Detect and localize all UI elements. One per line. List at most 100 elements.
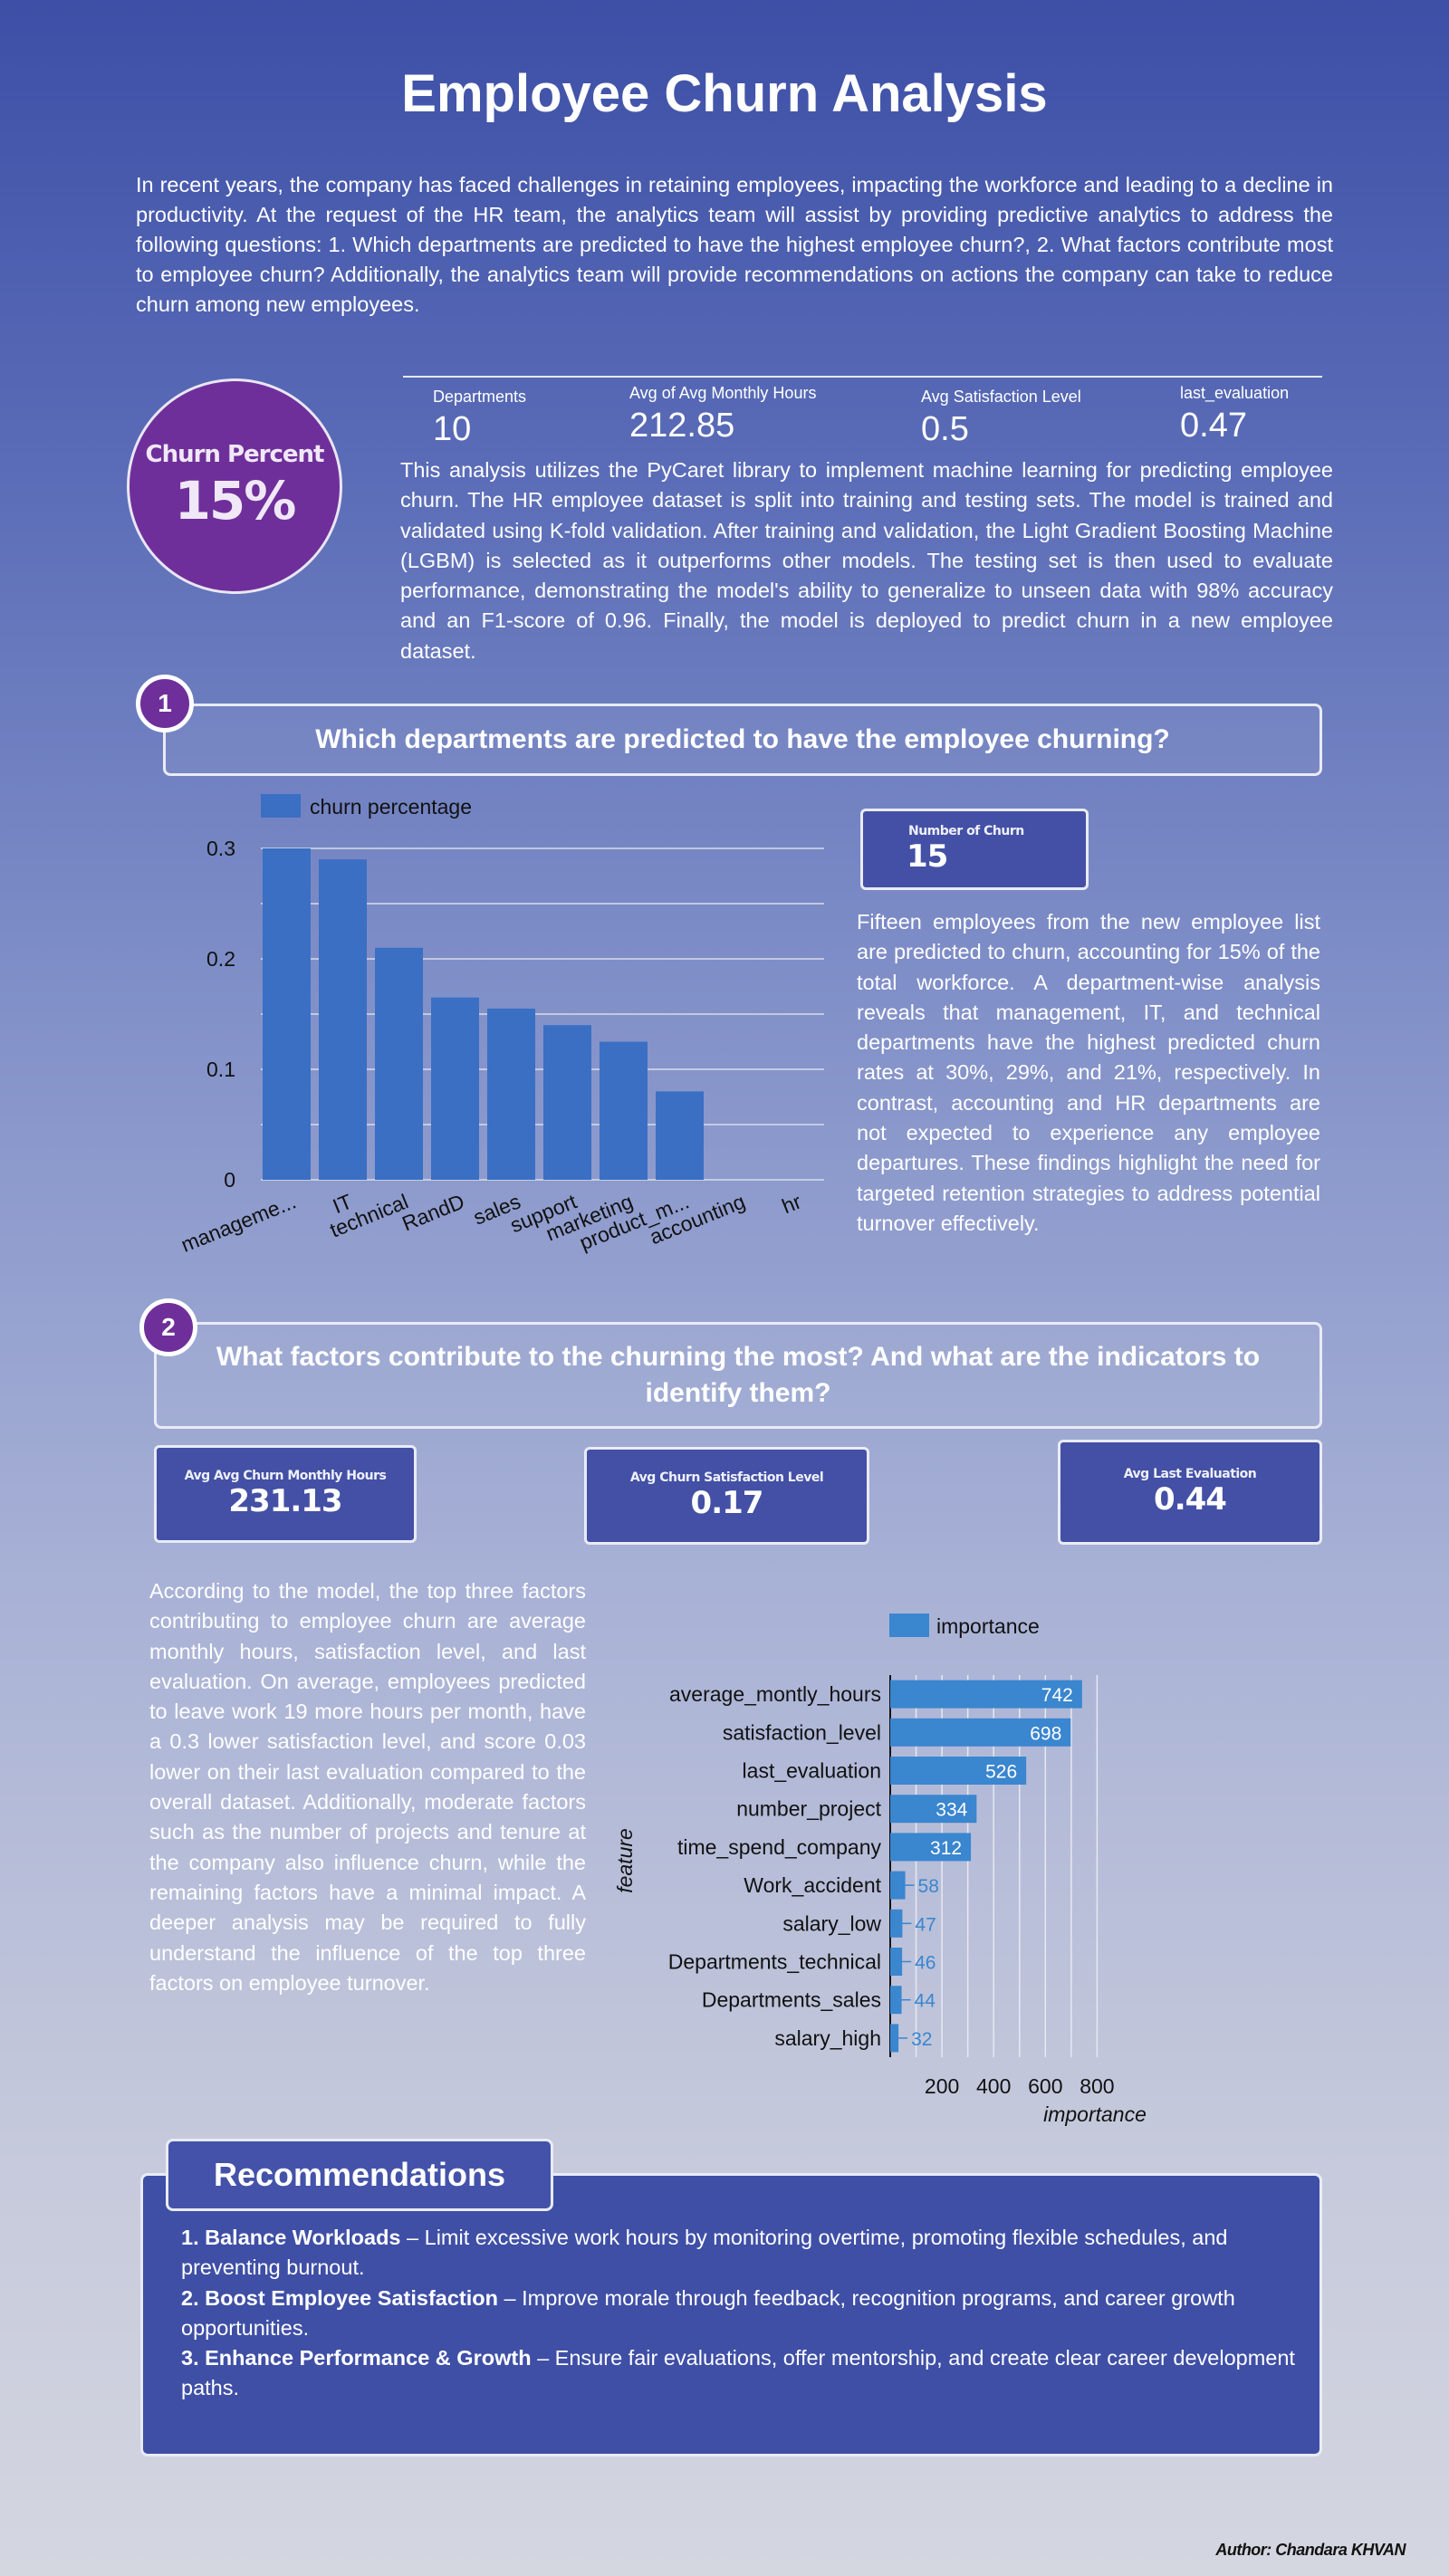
bar	[600, 1041, 648, 1180]
avg-churn-monthly-hours-card: Avg Avg Churn Monthly Hours 231.13	[154, 1445, 417, 1543]
page-title: Employee Churn Analysis	[401, 64, 1048, 123]
section1-question-box: Which departments are predicted to have …	[163, 704, 1322, 776]
y-tick-label: last_evaluation	[743, 1759, 881, 1783]
card-label: Avg Last Evaluation	[1123, 1467, 1257, 1481]
recommendation-body: – Ensure fair evaluations, offer mentors…	[181, 2346, 1295, 2400]
y-tick-label: 0.2	[206, 947, 235, 971]
churn-percent-circle: Churn Percent 15%	[127, 378, 342, 594]
section1-question: Which departments are predicted to have …	[315, 724, 1170, 754]
avg-churn-satisfaction-card: Avg Churn Satisfaction Level 0.17	[584, 1447, 869, 1545]
kpi-last-evaluation: last_evaluation 0.47	[1180, 384, 1289, 445]
bar	[890, 1948, 903, 1976]
x-tick-label: 600	[1028, 2074, 1062, 2098]
bar	[431, 997, 479, 1180]
x-tick-label: 800	[1080, 2074, 1114, 2098]
y-axis-label: feature	[613, 1828, 637, 1893]
section2-paragraph: According to the model, the top three fa…	[149, 1579, 586, 1995]
methodology-paragraph: This analysis utilizes the PyCaret libra…	[400, 458, 1333, 663]
kpi-value: 212.85	[629, 407, 735, 445]
y-tick-label: average_montly_hours	[669, 1682, 881, 1706]
kpi-avg-monthly-hours: Avg of Avg Monthly Hours 212.85	[629, 384, 816, 445]
avg-last-evaluation-card: Avg Last Evaluation 0.44	[1058, 1440, 1322, 1545]
data-label: 698	[1030, 1723, 1061, 1744]
bar	[890, 2024, 899, 2053]
y-tick-label: salary_high	[774, 2026, 881, 2050]
department-churn-chart: churn percentage 00.10.20.3 manageme... I…	[178, 794, 824, 1257]
kpi-label: Avg Satisfaction Level	[921, 388, 1081, 406]
y-tick-label: salary_low	[782, 1911, 881, 1935]
section2-question-box: What factors contribute to the churning …	[154, 1322, 1322, 1429]
bar	[375, 947, 423, 1180]
bar	[890, 1718, 1071, 1747]
recommendation-item: 1. Balance Workloads – Limit excessive w…	[181, 2223, 1304, 2284]
recommendation-head: 1. Balance Workloads	[181, 2226, 401, 2249]
kpi-value: 0.5	[921, 410, 969, 448]
card-value: 15	[907, 838, 948, 875]
data-label: 44	[915, 1991, 936, 2012]
y-tick-label: time_spend_company	[677, 1835, 882, 1859]
bar	[890, 1795, 977, 1824]
x-tick-label: 400	[976, 2074, 1011, 2098]
y-tick-label: Departments_sales	[702, 1988, 881, 2012]
kpi-divider	[403, 376, 1322, 378]
feature-importance-chart: importance average_montly_hours 742 satisf…	[613, 1614, 1147, 2126]
recommendation-item: 2. Boost Employee Satisfaction – Improve…	[181, 2284, 1304, 2344]
recommendation-head: 3. Enhance Performance & Growth	[181, 2346, 532, 2370]
bar	[487, 1008, 535, 1180]
y-tick-label: satisfaction_level	[723, 1720, 881, 1744]
bar	[890, 1909, 903, 1938]
author-credit: Author: Chandara KHVAN	[1215, 2541, 1406, 2559]
legend-swatch	[889, 1614, 929, 1637]
y-tick-label: Departments_technical	[668, 1950, 881, 1974]
kpi-label: last_evaluation	[1180, 384, 1290, 402]
section1-number: 1	[158, 689, 172, 717]
recommendations-title: Recommendations	[166, 2139, 553, 2211]
kpi-departments: Departments 10	[433, 388, 526, 449]
kpi-value: 0.47	[1180, 407, 1247, 445]
intro-paragraph: In recent years, the company has faced c…	[136, 173, 1333, 316]
kpi-label: Departments	[433, 388, 527, 406]
card-label: Number of Churn	[908, 824, 1024, 838]
section2-number: 2	[161, 1313, 176, 1341]
card-value: 231.13	[228, 1483, 342, 1519]
recommendation-body: – Limit excessive work hours by monitori…	[181, 2226, 1228, 2280]
y-tick-label: Work_accident	[744, 1873, 881, 1897]
recommendation-item: 3. Enhance Performance & Growth – Ensure…	[181, 2343, 1304, 2404]
number-of-churn-card: Number of Churn 15	[860, 809, 1089, 890]
bar	[890, 1757, 1027, 1785]
x-tick-label: 200	[925, 2074, 959, 2098]
churn-percent-value: 15%	[174, 470, 297, 531]
x-axis-label: importance	[1043, 2102, 1147, 2126]
x-tick-label: manageme...	[178, 1190, 299, 1257]
legend-label: churn percentage	[310, 795, 472, 819]
recommendations-list: 1. Balance Workloads – Limit excessive w…	[181, 2223, 1304, 2404]
legend-swatch	[261, 794, 301, 818]
recommendation-body: – Improve morale through feedback, recog…	[181, 2285, 1235, 2340]
bar	[890, 1986, 902, 2015]
recommendations-box	[140, 2173, 1322, 2456]
data-label: 312	[930, 1838, 962, 1859]
y-tick-label: number_project	[736, 1797, 881, 1821]
y-tick-label: 0.1	[206, 1058, 235, 1081]
card-label: Avg Churn Satisfaction Level	[629, 1470, 824, 1485]
data-label: 526	[985, 1762, 1017, 1783]
x-tick-label: hr	[779, 1189, 805, 1218]
data-label: 47	[915, 1914, 936, 1935]
y-tick-label: 0	[224, 1168, 235, 1192]
legend-label: importance	[936, 1614, 1040, 1638]
bar	[890, 1871, 906, 1900]
recommendation-head: 2. Boost Employee Satisfaction	[181, 2285, 498, 2310]
bar	[263, 848, 311, 1180]
y-tick-label: 0.3	[206, 837, 235, 860]
data-label: 32	[911, 2029, 932, 2050]
card-value: 0.44	[1154, 1481, 1227, 1518]
x-tick-label: RandD	[398, 1190, 467, 1236]
data-label: 742	[1041, 1685, 1073, 1706]
data-label: 58	[918, 1876, 939, 1897]
data-label: 334	[936, 1800, 967, 1821]
kpi-value: 10	[433, 410, 472, 448]
bar	[890, 1680, 1082, 1709]
section1-paragraph: Fifteen employees from the new employee …	[857, 910, 1320, 1235]
section1-number-badge: 1	[136, 675, 194, 733]
bar	[543, 1025, 591, 1180]
